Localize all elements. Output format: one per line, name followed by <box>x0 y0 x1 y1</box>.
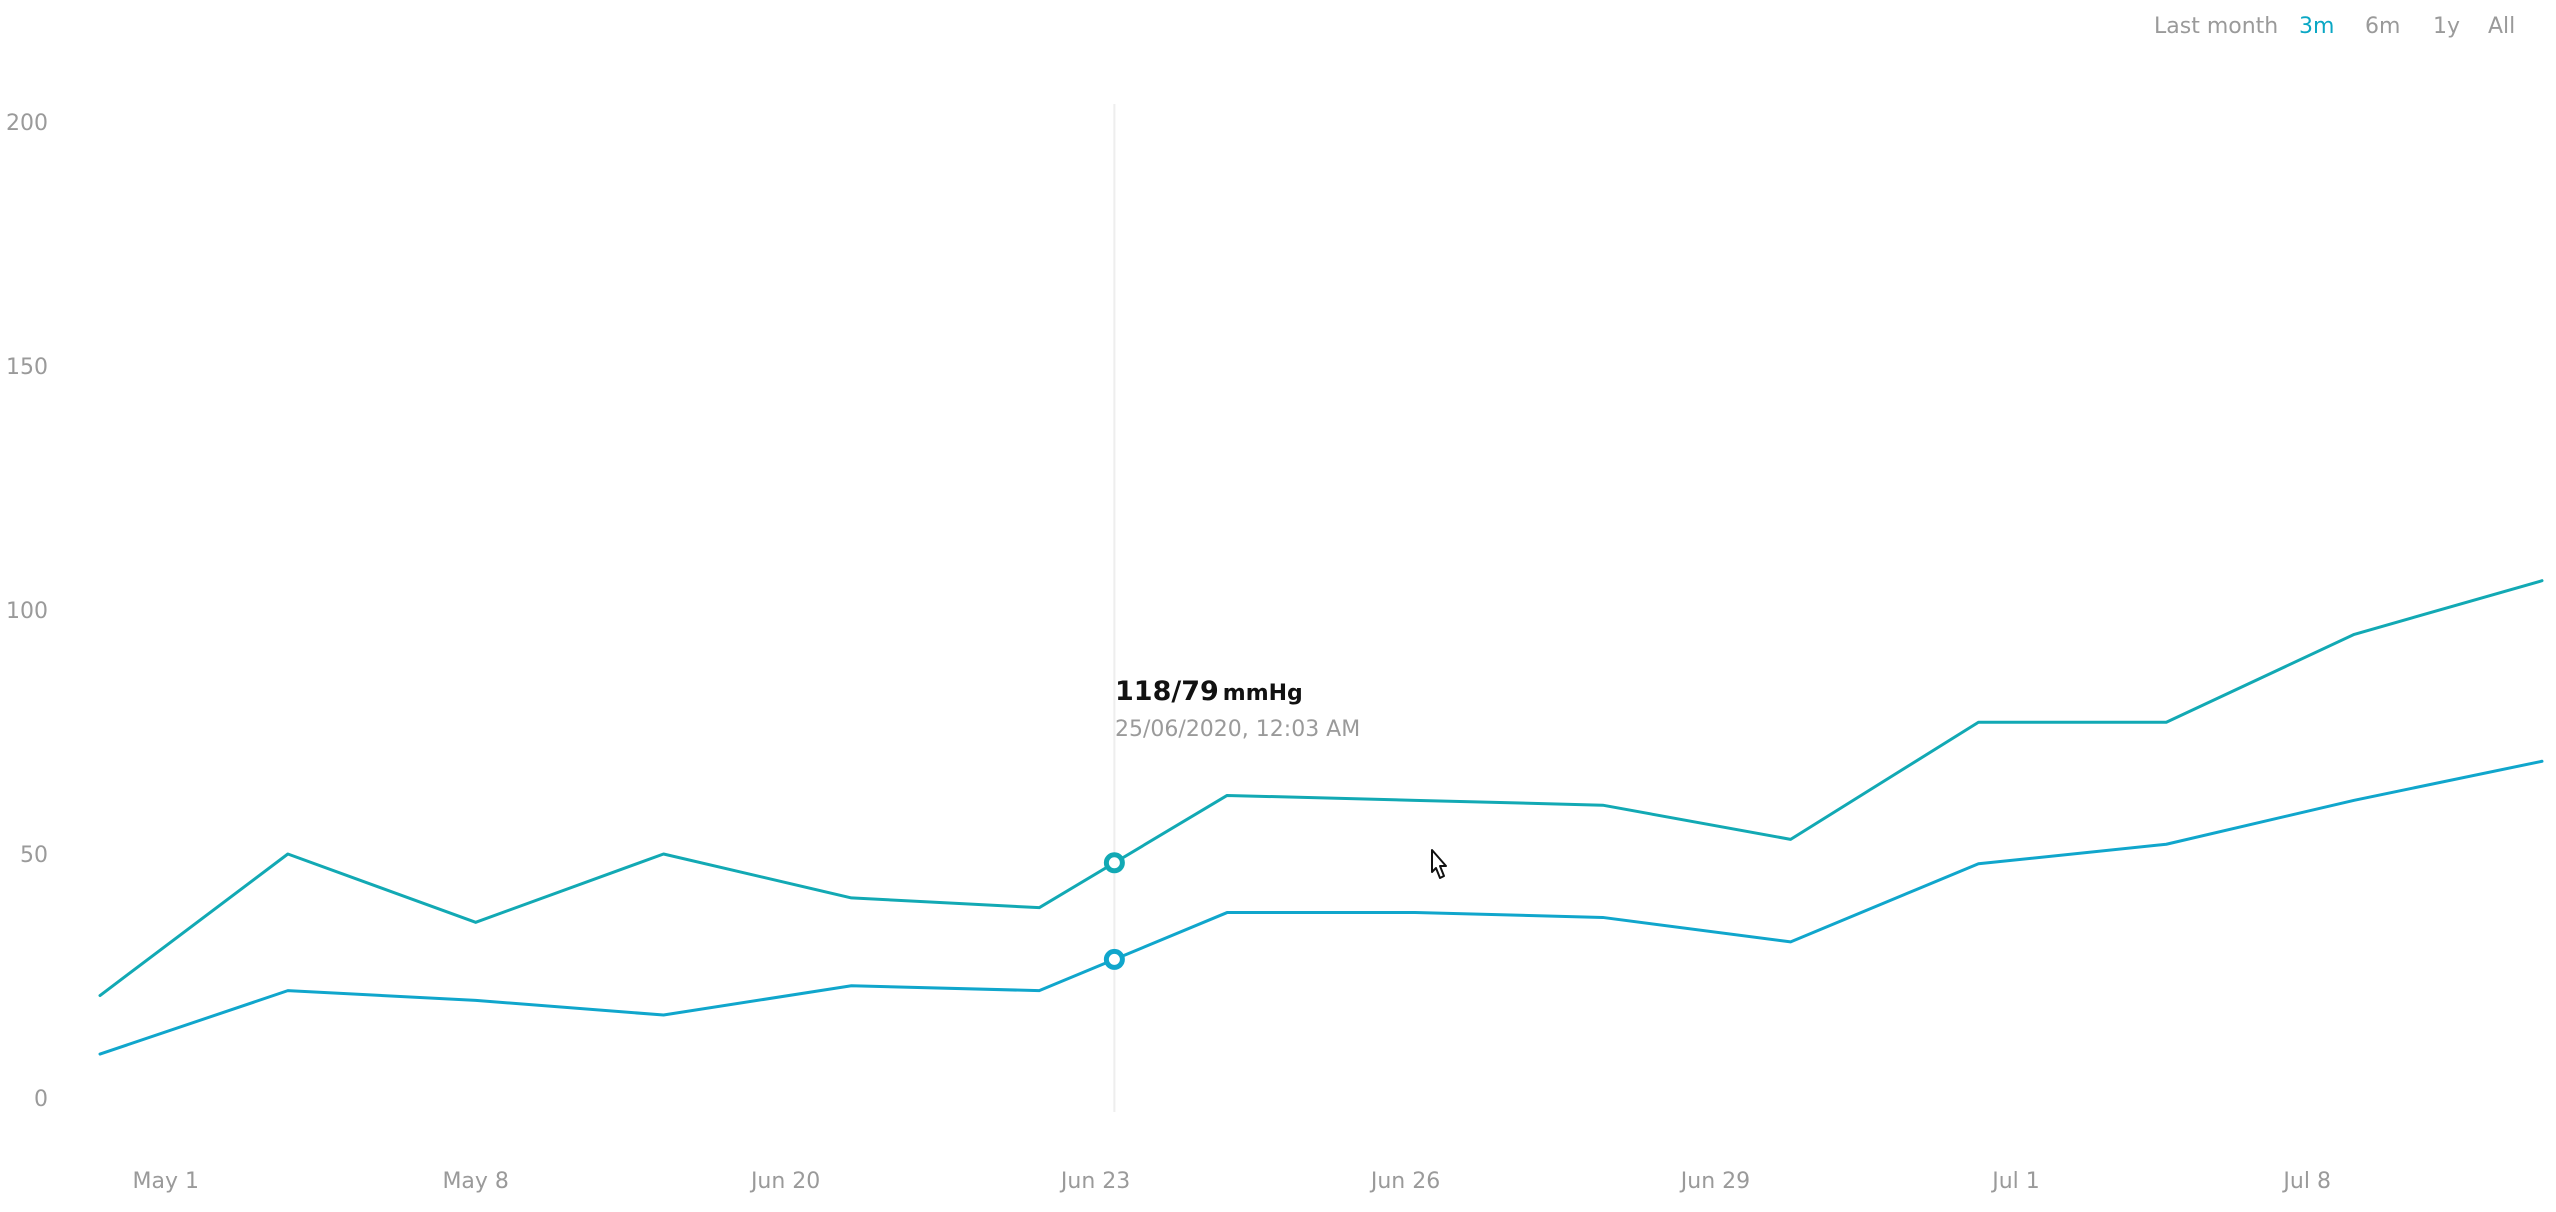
data-point[interactable] <box>2160 838 2172 850</box>
data-point[interactable] <box>658 1009 670 1021</box>
y-axis: 0 50 100 150 200 <box>6 111 48 1112</box>
data-point[interactable] <box>845 980 857 992</box>
range-1y-button[interactable]: 1y <box>2433 14 2461 39</box>
data-point[interactable] <box>1221 907 1233 919</box>
y-tick-label: 200 <box>6 111 48 136</box>
range-selector: Last month 3m 6m 1y All <box>2056 14 2556 54</box>
tooltip-reading: 118/79 <box>1115 676 1219 707</box>
data-point[interactable] <box>1597 911 1609 923</box>
x-tick-label: Jul 8 <box>2281 1169 2331 1194</box>
x-axis: May 1 May 8 Jun 20 Jun 23 Jun 26 Jun 29 Jul 1 J… <box>133 1169 2331 1194</box>
data-point[interactable] <box>470 994 482 1006</box>
y-tick-label: 150 <box>6 355 48 380</box>
y-tick-label: 0 <box>34 1087 48 1112</box>
data-point[interactable] <box>94 1048 106 1060</box>
series-layer <box>94 575 2548 1060</box>
x-tick-label: May 1 <box>133 1169 199 1194</box>
x-tick-label: Jun 26 <box>1369 1169 1440 1194</box>
data-point[interactable] <box>2348 628 2360 640</box>
data-point[interactable] <box>2348 794 2360 806</box>
data-point[interactable] <box>470 916 482 928</box>
data-point[interactable] <box>1033 985 1045 997</box>
data-point[interactable] <box>282 848 294 860</box>
x-tick-label: Jul 1 <box>1990 1169 2040 1194</box>
data-point[interactable] <box>1221 789 1233 801</box>
reading-tooltip: 118/79 mmHg 25/06/2020, 12:03 AM <box>1115 676 1360 742</box>
data-point[interactable] <box>2160 716 2172 728</box>
data-point[interactable] <box>2536 575 2548 587</box>
data-point[interactable] <box>1033 902 1045 914</box>
x-tick-label: May 8 <box>442 1169 508 1194</box>
hover-marker <box>1103 948 1125 970</box>
data-point[interactable] <box>1785 833 1797 845</box>
data-point[interactable] <box>1972 858 1984 870</box>
data-point[interactable] <box>94 990 106 1002</box>
systolic-series-line <box>98 579 2544 998</box>
range-all-button[interactable]: All <box>2488 14 2516 39</box>
data-point[interactable] <box>1597 799 1609 811</box>
range-last-month-button[interactable]: Last month <box>2154 14 2279 39</box>
hand-pointer-icon <box>1431 849 1447 879</box>
data-point[interactable] <box>845 892 857 904</box>
data-point[interactable] <box>2536 755 2548 767</box>
range-3m-button[interactable]: 3m <box>2299 14 2335 39</box>
data-point[interactable] <box>1785 936 1797 948</box>
tooltip-timestamp: 25/06/2020, 12:03 AM <box>1115 717 1361 742</box>
data-point[interactable] <box>1972 716 1984 728</box>
data-point[interactable] <box>1409 907 1421 919</box>
data-point[interactable] <box>282 985 294 997</box>
data-point[interactable] <box>658 848 670 860</box>
range-6m-button[interactable]: 6m <box>2365 14 2401 39</box>
diastolic-series-line <box>98 759 2544 1056</box>
hover-markers <box>1103 852 1125 970</box>
y-tick-label: 100 <box>6 599 48 624</box>
y-tick-label: 50 <box>20 843 48 868</box>
tooltip-unit: mmHg <box>1222 681 1303 706</box>
x-tick-label: Jun 29 <box>1679 1169 1750 1194</box>
x-tick-label: Jun 20 <box>749 1169 820 1194</box>
x-tick-label: Jun 23 <box>1059 1169 1130 1194</box>
data-point[interactable] <box>1409 794 1421 806</box>
hover-marker <box>1103 852 1125 874</box>
